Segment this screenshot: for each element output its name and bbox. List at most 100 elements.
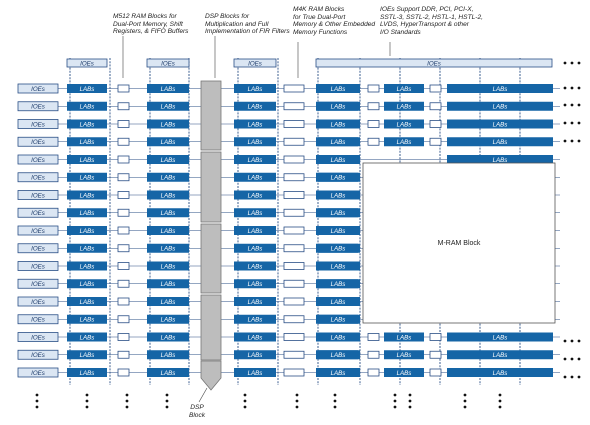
m512-ram-block [117, 297, 130, 306]
left-ioe: IOEs [17, 154, 59, 165]
lab-block: LABs [447, 119, 553, 129]
m4k-ram-block [283, 102, 305, 111]
m512-ram-block [367, 120, 380, 128]
svg-text:IOEs: IOEs [31, 317, 45, 324]
m512-ram-block [117, 191, 130, 199]
continuation-dot [563, 357, 567, 361]
lab-block: LABs [147, 119, 189, 129]
continuation-dot [563, 139, 567, 143]
svg-text:LABs: LABs [331, 263, 346, 270]
lab-block: LABs [384, 332, 424, 342]
m4k-ram-block [283, 226, 305, 235]
svg-text:LABs: LABs [80, 121, 95, 128]
lab-block: LABs [147, 172, 189, 182]
continuation-dot [463, 405, 467, 409]
left-ioe: IOEs [17, 225, 59, 236]
lab-block: LABs [316, 172, 360, 182]
svg-text:LABs: LABs [493, 334, 508, 341]
continuation-dot [393, 405, 397, 409]
continuation-dot [295, 399, 299, 403]
continuation-dot [85, 405, 89, 409]
svg-text:IOEs: IOEs [31, 157, 45, 164]
lab-block: LABs [67, 208, 107, 218]
svg-text:LABs: LABs [493, 157, 508, 164]
dsp-annotation: DSP Blocks for Multiplication and Full I… [205, 13, 290, 36]
lab-block: LABs [234, 279, 276, 289]
lab-block: LABs [234, 101, 276, 111]
lab-block: LABs [234, 226, 276, 235]
continuation-dot [498, 393, 502, 397]
continuation-dot [408, 399, 412, 403]
continuation-dot [563, 339, 567, 343]
svg-text:LABs: LABs [397, 139, 412, 146]
svg-text:LABs: LABs [493, 352, 508, 359]
svg-text:LABs: LABs [331, 317, 346, 324]
continuation-dot [577, 375, 581, 379]
svg-text:LABs: LABs [161, 263, 176, 270]
m4k-ram-block [283, 368, 305, 377]
lab-block: LABs [67, 368, 107, 377]
svg-text:LABs: LABs [161, 139, 176, 146]
continuation-dot [408, 393, 412, 397]
svg-text:LABs: LABs [248, 121, 263, 128]
continuation-dot [165, 405, 169, 409]
svg-text:LABs: LABs [161, 175, 176, 182]
left-ioe: IOEs [17, 101, 59, 112]
continuation-dot [498, 399, 502, 403]
lab-block: LABs [67, 101, 107, 111]
top-ioe: IOEs [146, 58, 190, 68]
svg-text:LABs: LABs [248, 263, 263, 270]
lab-block: LABs [234, 243, 276, 253]
m512-ram-block [117, 368, 130, 377]
lab-block: LABs [147, 368, 189, 377]
svg-text:LABs: LABs [80, 192, 95, 199]
continuation-dot [125, 399, 129, 403]
svg-text:LABs: LABs [331, 246, 346, 253]
svg-text:LABs: LABs [331, 299, 346, 306]
left-ioe: IOEs [17, 136, 59, 147]
svg-text:LABs: LABs [80, 210, 95, 217]
svg-text:LABs: LABs [397, 370, 412, 377]
m512-ram-block [429, 84, 442, 93]
svg-text:LABs: LABs [248, 352, 263, 359]
m4k-ram-block [283, 120, 305, 128]
top-ioe: IOEs [66, 58, 108, 68]
lab-block: LABs [147, 350, 189, 360]
left-ioe: IOEs [17, 172, 59, 183]
lab-block: LABs [147, 137, 189, 147]
lab-block: LABs [447, 155, 553, 164]
lab-block: LABs [67, 137, 107, 147]
m512-ram-block [117, 279, 130, 288]
m512-ram-block [429, 350, 442, 359]
m4k-annotation: M4K RAM Blocks for True Dual-Port Memory… [293, 6, 376, 36]
svg-text:LABs: LABs [493, 104, 508, 111]
lab-block: LABs [147, 279, 189, 289]
svg-text:LABs: LABs [161, 370, 176, 377]
svg-text:LABs: LABs [161, 334, 176, 341]
svg-text:IOEs: IOEs [31, 299, 45, 306]
lab-block: LABs [67, 332, 107, 342]
continuation-dot [570, 86, 574, 90]
continuation-dot [243, 393, 247, 397]
lab-block: LABs [147, 226, 189, 235]
continuation-dot [570, 375, 574, 379]
svg-text:LABs: LABs [161, 157, 176, 164]
continuation-dot [577, 139, 581, 143]
m512-ram-block [117, 173, 130, 182]
continuation-dot [295, 405, 299, 409]
dsp-block [200, 223, 222, 294]
svg-text:LABs: LABs [248, 175, 263, 182]
lab-block: LABs [67, 190, 107, 200]
left-ioe: IOEs [17, 332, 59, 342]
m512-ram-block [367, 84, 380, 93]
lab-block: LABs [447, 368, 553, 377]
m512-ram-block [367, 333, 380, 341]
svg-text:IOEs: IOEs [31, 334, 45, 341]
svg-text:IOEs: IOEs [31, 121, 45, 128]
lab-block: LABs [316, 368, 360, 377]
svg-text:IOEs: IOEs [248, 60, 262, 67]
m4k-ram-block [283, 84, 305, 93]
continuation-dot [570, 121, 574, 125]
svg-text:IOEs: IOEs [31, 175, 45, 182]
